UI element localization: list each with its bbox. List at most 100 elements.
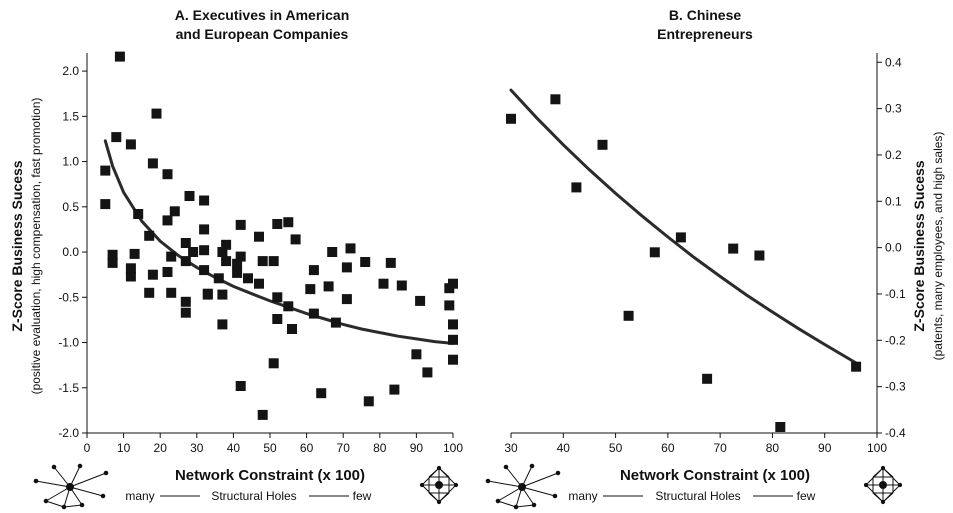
panel-a-y-tick-label: 0.5 [62,200,79,214]
panel-a-data-point [125,271,136,282]
panel-a-y-tick-label: 1.5 [62,109,79,123]
panel-a-data-point [448,334,458,345]
dense-network-icon [863,465,903,505]
panel-a-data-point [341,294,352,305]
panel-a-data-point [411,349,422,360]
panel-b-data-point [851,361,862,372]
panel-b-y-tick-label: -0.4 [885,426,906,440]
panel-a-data-point [100,165,111,176]
sparse-network-icon [33,463,109,510]
panel-a-data-point [162,267,173,277]
panel-a-data-point [221,239,232,250]
panel-a-y-tick-label: 0.0 [62,245,79,259]
panel-a-data-point [100,199,111,210]
panel-b-x-tick-label: 60 [661,441,675,455]
panel-a-data-point [257,256,268,267]
panel-a-data-point [287,324,297,334]
panel-b-y-tick-label: 0.2 [885,148,902,162]
panel-b-data-point [506,113,516,124]
panel-b-y-tick-label: 0.1 [885,194,902,208]
panel-b-x-tick-label: 50 [609,441,623,455]
panel-a-data-point [323,281,334,292]
panel-a-data-point [330,317,341,328]
panel-a-y-tick-label: -0.5 [58,290,79,304]
panel-b-chinese-entrepreneurs: B. Chinese Entrepreneurs 30 40 50 60 70 80 90 1… [485,7,945,510]
panel-a-data-point [144,230,155,241]
panel-b-data-point [649,247,660,258]
panel-b-x-tick-label: 40 [557,441,571,455]
panel-a-data-point [147,158,158,169]
panel-a-data-point [422,367,433,378]
panel-a-data-point [180,307,191,318]
panel-a-data-point [415,295,426,306]
panel-b-y-tick-label: 0.0 [885,241,902,255]
dense-network-icon [419,465,459,505]
panel-a-data-point [166,251,177,262]
panel-a-data-point [217,319,228,330]
panel-a-y-tick-label: -2.0 [58,426,79,440]
panel-b-y-tick-label: -0.2 [885,333,906,347]
panel-a-data-point [385,257,396,268]
panel-a-data-point [308,308,319,319]
panel-b-data-point [623,310,634,321]
panel-a-data-point [188,247,199,257]
panel-a-data-point [166,287,177,298]
panel-a-data-point [254,231,264,242]
panel-a-data-point [217,289,228,300]
panel-b-caption-few: few [797,489,816,503]
panel-b-fit-curve-line [509,88,858,365]
panel-a-title-line-1: A. Executives in American [175,7,350,23]
panel-a-data-point [202,289,213,300]
panel-a-x-tick-label: 20 [154,441,168,455]
panel-a-fit-curve-line [103,139,455,345]
panel-a-data-point [199,245,210,256]
panel-a-x-tick-label: 90 [410,441,424,455]
panel-a-data-point [180,238,191,248]
panel-a-data-point [184,191,195,201]
panel-a-y-tick-label: 1.0 [62,155,79,169]
panel-a-data-point [129,248,140,259]
panel-a-data-point [235,381,246,391]
panel-a-data-point [213,273,224,284]
panel-a-axes: 0 10 20 30 40 50 60 70 80 90 100 -2.0 -1.5 -1.0 -0.5 0.… [58,53,463,455]
panel-a-data-point [257,409,268,420]
panel-a-x-tick-label: 100 [443,441,463,455]
panel-a-data-point [180,256,191,267]
panel-b-data-point [728,243,739,254]
panel-b-data-point [754,250,765,261]
panel-a-data-point [151,108,162,119]
panel-a-fit-curve [103,139,455,345]
panel-a-x-axis-label: Network Constraint (x 100) [175,467,365,484]
panel-a-data-point [254,278,264,289]
panel-a-caption-many: many [125,489,154,503]
panel-a-data-point [327,247,338,257]
panel-b-x-axis-label: Network Constraint (x 100) [620,467,810,484]
panel-b-data-point [775,422,786,432]
panel-a-data-point [396,280,407,291]
panel-b-caption-many: many [568,489,597,503]
panel-a-y-tick-label: 2.0 [62,64,79,78]
panel-a-data-point [341,262,352,273]
panel-a-data-point [235,219,246,230]
panel-a-points [100,51,458,420]
panel-b-structural-holes-caption: many Structural Holes few [568,489,815,503]
panel-b-title-line-2: Entrepreneurs [657,26,753,42]
panel-a-data-point [111,132,122,143]
panel-a-caption-structural-holes: Structural Holes [211,489,296,503]
panel-a-data-point [283,217,294,228]
panel-a-x-tick-label: 70 [337,441,351,455]
panel-b-points [506,94,862,432]
panel-a-data-point [272,292,283,303]
panel-a-x-tick-label: 10 [117,441,131,455]
panel-a-data-point [199,224,210,235]
panel-a-data-point [444,300,455,311]
panel-b-axes: 30 40 50 60 70 80 90 100-0.4 -0.3 -0.2 -0.1 0.0 0.1 0… [504,53,906,455]
panel-b-y-tick-label: -0.1 [885,287,906,301]
panel-b-x-tick-label: 30 [504,441,518,455]
panel-a-data-point [125,263,136,274]
panel-a-data-point [147,269,158,280]
panel-a-data-point [283,301,294,312]
panel-a-data-point [199,195,210,206]
panel-a-data-point [448,278,458,289]
panel-b-y-tick-label: -0.3 [885,380,906,394]
